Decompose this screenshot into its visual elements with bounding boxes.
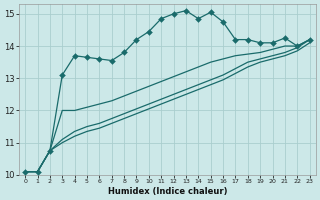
X-axis label: Humidex (Indice chaleur): Humidex (Indice chaleur): [108, 187, 227, 196]
